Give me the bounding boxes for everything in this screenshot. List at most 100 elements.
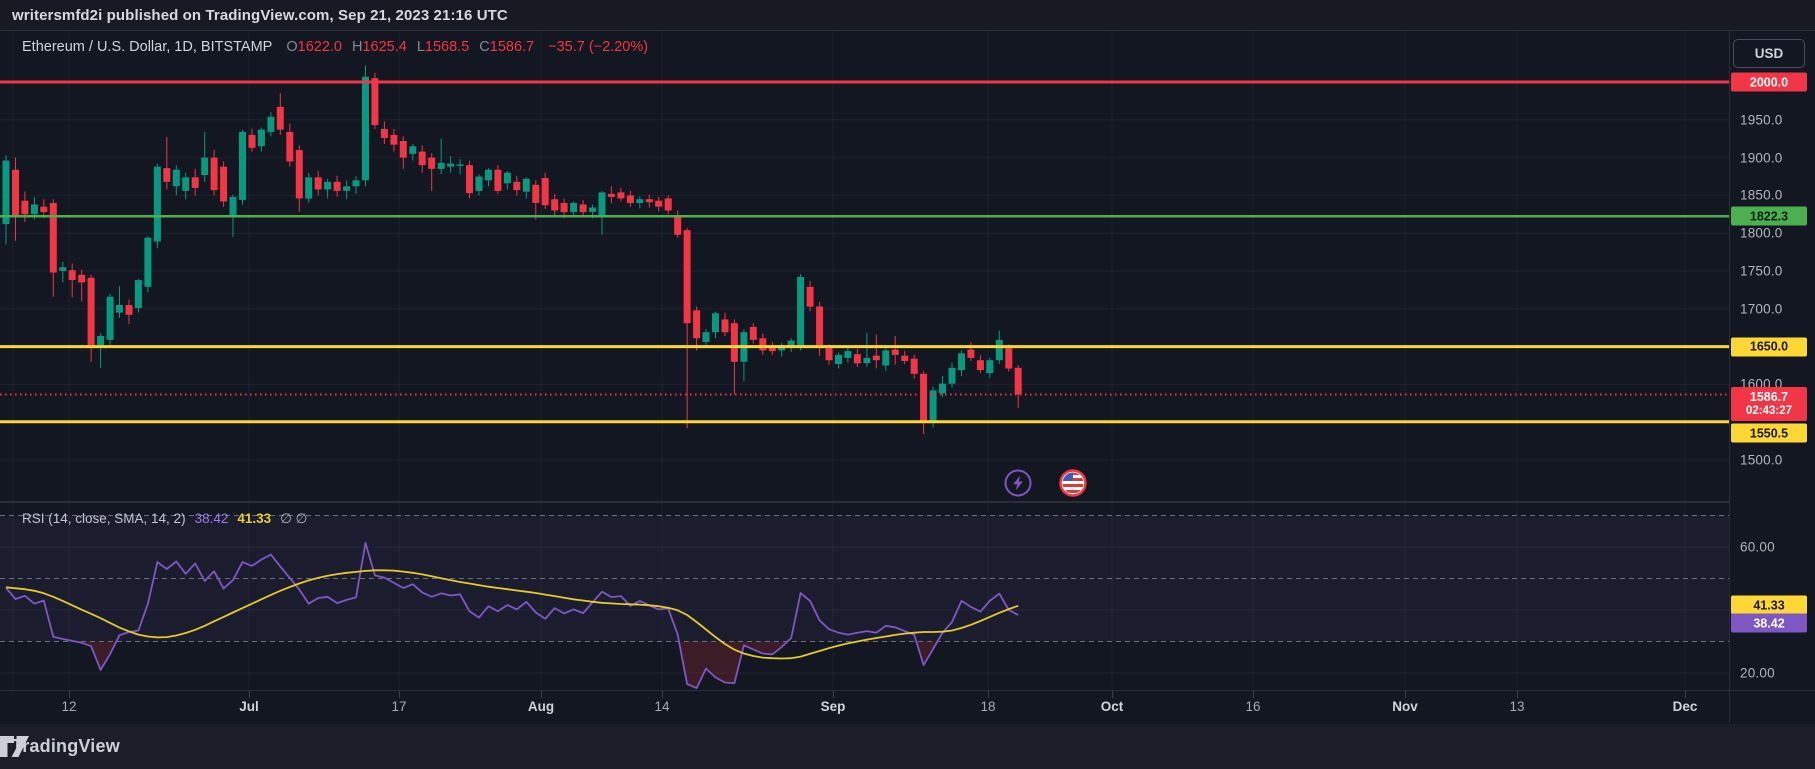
candle	[655, 196, 663, 212]
price-axis-label: 1700.0	[1740, 301, 1783, 317]
candle	[144, 236, 152, 293]
candle	[939, 376, 946, 398]
rsi-pane	[0, 503, 1729, 690]
rsi-title: RSI (14, close, SMA, 14, 2)	[22, 511, 186, 526]
candle	[920, 371, 928, 435]
candle	[409, 144, 417, 161]
change-value: −35.7 (−2.20%)	[548, 39, 649, 55]
candle	[418, 145, 426, 173]
candle	[106, 293, 114, 346]
candle	[267, 112, 275, 137]
time-tick-mark	[541, 691, 542, 698]
symbol-title: Ethereum / U.S. Dollar, 1D, BITSTAMP	[22, 39, 273, 55]
price-axis-label: 1750.0	[1740, 263, 1783, 279]
candle	[333, 175, 341, 197]
tradingview-brand-text: TradingView	[12, 736, 120, 756]
candle	[664, 195, 672, 215]
rsi-axis-label: 20.00	[1740, 665, 1775, 681]
rsi-null-values: ∅ ∅	[280, 511, 308, 526]
publisher-text: writersmfd2i published on TradingView.co…	[12, 6, 508, 24]
candle	[844, 347, 852, 363]
candles-layer	[2, 65, 1022, 435]
ohlc-item: O1622.0	[286, 39, 342, 55]
candle	[12, 157, 19, 241]
candle	[863, 333, 871, 367]
candle	[40, 199, 48, 219]
candle	[607, 186, 615, 203]
candle	[97, 333, 105, 368]
time-axis-label: Oct	[1100, 699, 1124, 714]
candle	[503, 171, 511, 190]
time-tick-mark	[662, 691, 663, 698]
price-level-badge: 1550.5	[1731, 423, 1807, 443]
candle	[437, 138, 445, 175]
candle	[210, 150, 218, 196]
symbol-legend: Ethereum / U.S. Dollar, 1D, BITSTAMP O16…	[22, 39, 648, 55]
candle	[305, 172, 313, 203]
candle	[295, 145, 303, 212]
rsi-value-badge: 38.42	[1731, 613, 1807, 633]
candle	[910, 354, 918, 379]
us-flag-event-icon[interactable]	[1059, 469, 1087, 497]
candle	[87, 274, 95, 362]
candle	[693, 306, 701, 351]
candle	[740, 329, 748, 382]
last-price-badge: 1586.7 02:43:27	[1731, 387, 1807, 421]
candle	[172, 165, 180, 196]
rsi-value-badge: 41.33	[1731, 595, 1807, 615]
price-axis-label: 1900.0	[1740, 150, 1783, 166]
price-pane	[0, 30, 1729, 501]
candle	[248, 128, 256, 152]
time-tick-mark	[1405, 691, 1406, 698]
rsi-oversold-fill	[75, 641, 938, 689]
candle	[352, 176, 360, 194]
candle	[626, 190, 634, 207]
candle	[768, 342, 776, 355]
time-tick-mark	[1112, 691, 1113, 698]
time-axis-label: 12	[61, 699, 77, 714]
currency-toggle-button[interactable]: USD	[1733, 39, 1805, 68]
candle	[466, 160, 473, 199]
candle	[362, 65, 369, 187]
candle	[797, 274, 805, 351]
time-axis-label: 16	[1245, 699, 1261, 714]
candle	[134, 278, 142, 313]
price-axis-label: 1950.0	[1740, 112, 1783, 128]
time-tick-mark	[1253, 691, 1254, 698]
candle	[560, 198, 568, 219]
candle	[182, 172, 190, 200]
price-axis-label: 1850.0	[1740, 187, 1783, 203]
candle	[314, 171, 322, 196]
candle	[853, 348, 861, 367]
candle	[257, 127, 265, 152]
time-axis-label: 13	[1509, 699, 1525, 714]
candle	[494, 165, 502, 194]
rsi-axis-label: 60.00	[1740, 539, 1775, 555]
candle	[712, 311, 719, 339]
candle	[220, 161, 228, 207]
lightning-event-icon[interactable]	[1004, 469, 1032, 497]
candle	[948, 362, 956, 388]
candle	[324, 178, 332, 199]
candle	[967, 342, 975, 361]
time-axis-label: Dec	[1672, 699, 1698, 714]
rsi-sma-line	[5, 569, 1019, 660]
time-axis[interactable]: 12 Jul 17 Aug 14 Sep 18 Oct 16 Nov 13 Dec	[0, 690, 1815, 725]
candle	[513, 175, 521, 196]
time-tick-mark	[249, 691, 250, 698]
candle	[579, 199, 587, 216]
candle	[787, 338, 795, 352]
candle	[59, 261, 67, 283]
price-level-badge: 2000.0	[1731, 72, 1807, 92]
tradingview-brand-link[interactable]: TradingView	[0, 736, 120, 757]
candle	[343, 180, 351, 200]
candle	[163, 137, 171, 190]
candle	[399, 136, 407, 169]
candle	[806, 280, 814, 312]
candle	[1005, 344, 1013, 372]
candle	[882, 345, 890, 371]
candle	[49, 199, 57, 297]
time-tick-mark	[1517, 691, 1518, 698]
candle	[835, 352, 842, 369]
time-axis-label: Aug	[527, 699, 555, 714]
